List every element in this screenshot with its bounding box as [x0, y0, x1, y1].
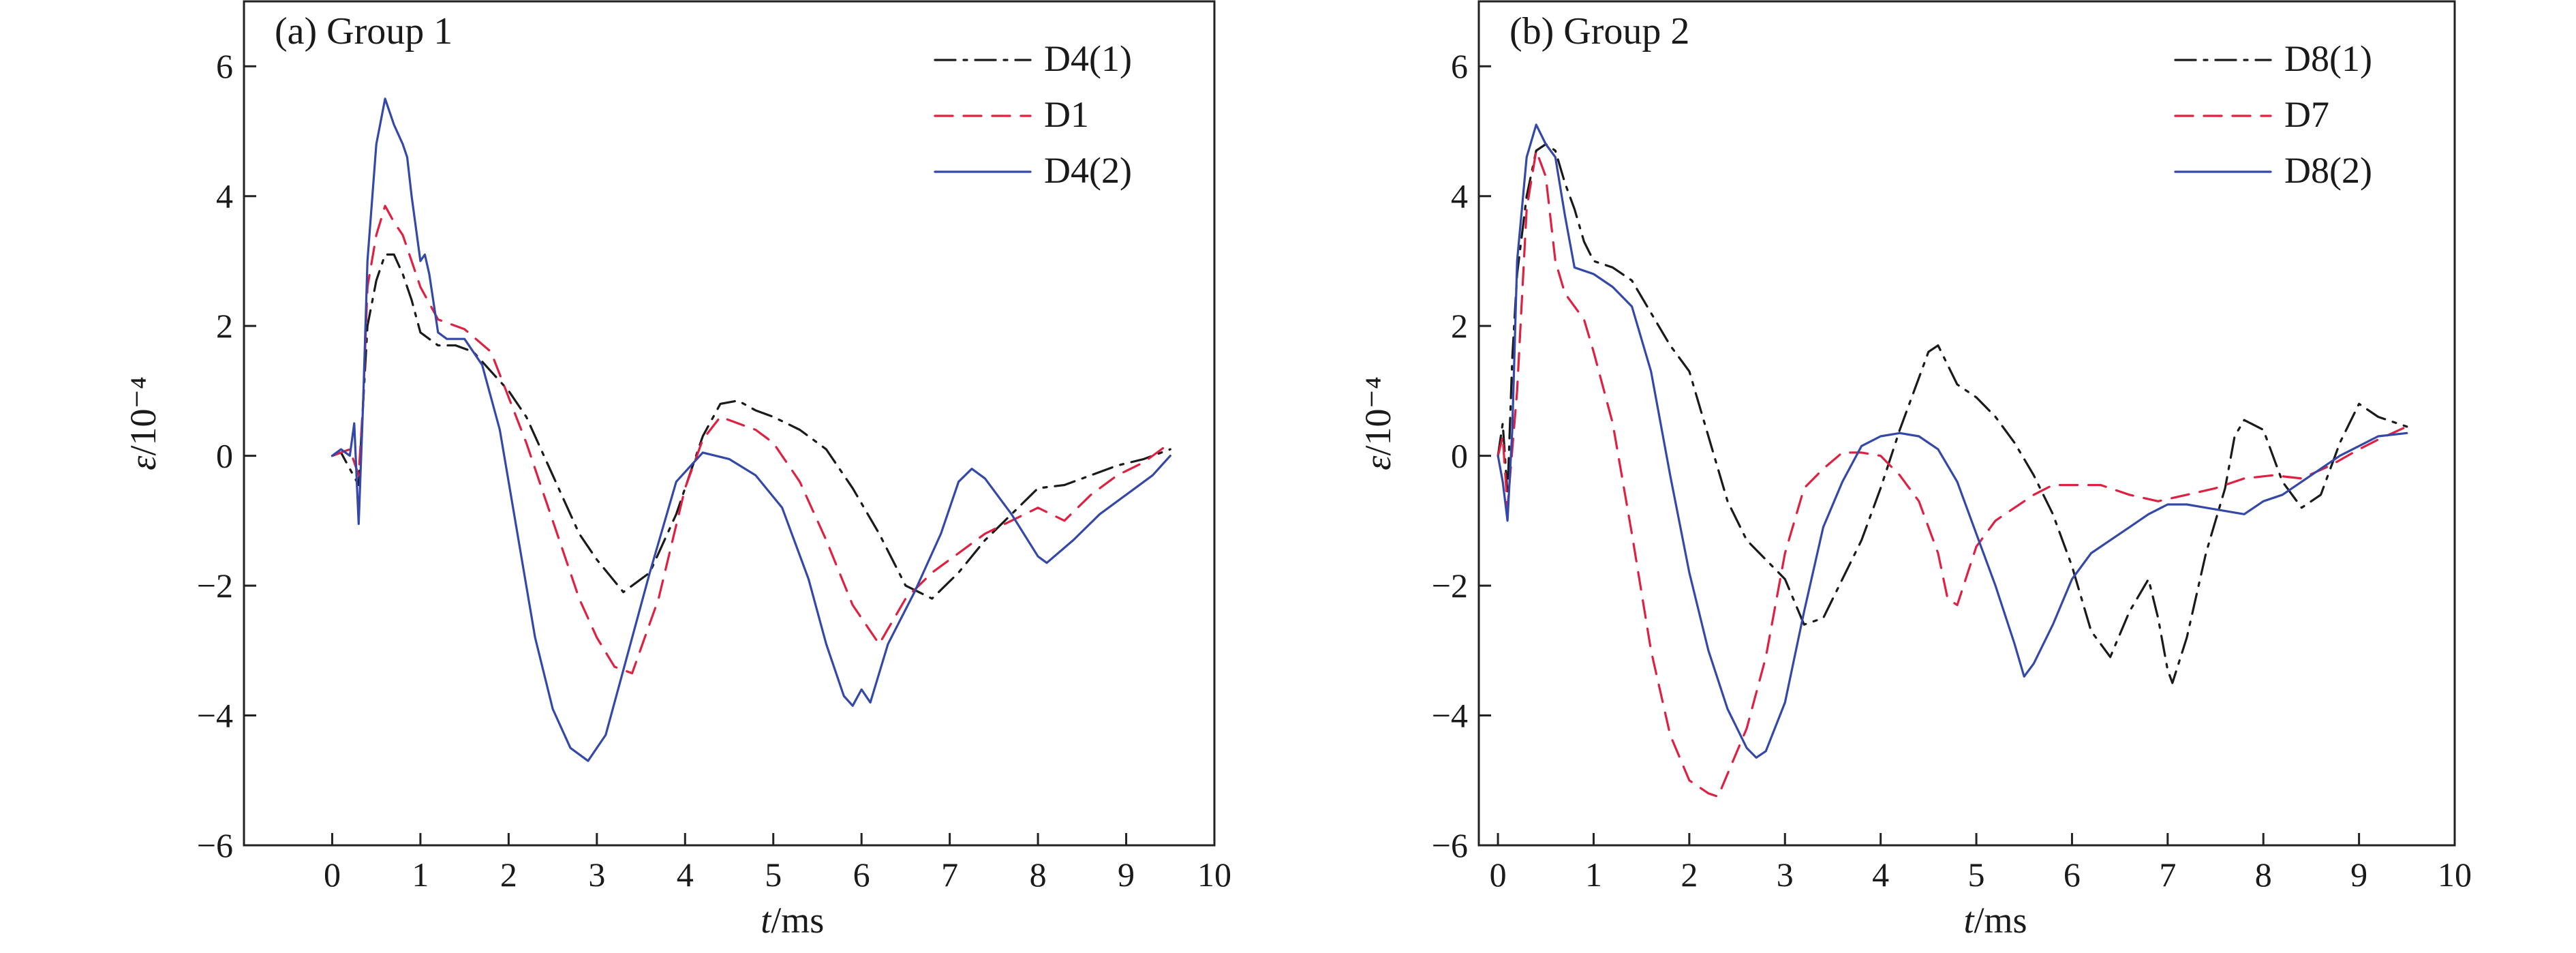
x-tick-label: 9	[2350, 856, 2367, 894]
series-line-d1	[331, 205, 1171, 675]
x-axis-label: t/ms	[1964, 900, 2027, 941]
y-tick-label: 6	[1451, 47, 1468, 85]
y-tick-label: −2	[1432, 566, 1468, 605]
legend-label: D8(2)	[2284, 150, 2372, 191]
y-tick-label: 2	[1451, 307, 1468, 345]
x-tick-label: 8	[1030, 856, 1047, 894]
y-tick-label: 0	[216, 437, 233, 475]
x-axis-label: t/ms	[761, 900, 824, 941]
x-tick-label: 7	[2159, 856, 2176, 894]
x-tick-label: 8	[2255, 856, 2272, 894]
series-line-d8-1	[1497, 142, 2408, 684]
y-tick-label: −6	[1432, 826, 1468, 864]
panel-title: (a) Group 1	[275, 10, 453, 52]
series-line-d8-2	[1497, 123, 2408, 759]
x-tick-label: 3	[1777, 856, 1794, 894]
x-tick-label: 4	[1872, 856, 1889, 894]
x-tick-label: 5	[765, 856, 782, 894]
y-tick-label: 4	[216, 177, 233, 215]
panel-title: (b) Group 2	[1509, 10, 1689, 52]
y-axis-label: ε/10⁻⁴	[123, 376, 164, 470]
x-tick-label: 5	[1968, 856, 1985, 894]
legend-label: D4(2)	[1044, 150, 1132, 191]
x-tick-label: 6	[853, 856, 870, 894]
x-tick-label: 2	[1681, 856, 1698, 894]
y-tick-label: −6	[197, 826, 233, 864]
x-tick-label: 1	[1585, 856, 1602, 894]
x-tick-label: 2	[500, 856, 517, 894]
y-tick-label: −4	[1432, 697, 1468, 735]
x-tick-label: 9	[1118, 856, 1135, 894]
y-tick-label: 4	[1451, 177, 1468, 215]
y-axis-label: ε/10⁻⁴	[1358, 376, 1398, 470]
y-tick-label: 0	[1451, 437, 1468, 475]
plot-frame-b	[1477, 0, 2456, 847]
y-tick-label: 6	[216, 47, 233, 85]
x-tick-label: 10	[2438, 856, 2472, 894]
x-tick-label: 0	[324, 856, 341, 894]
legend-label: D8(1)	[2284, 38, 2372, 79]
y-tick-label: −2	[197, 566, 233, 605]
panel-b: 0 1 2 3 4 5 6 7 8 9 10 −6 −4 −2 0 2 4 6 t/ms ε/10⁻⁴ (b) Grou…	[1358, 0, 2472, 941]
series-line-d4-1	[331, 253, 1171, 600]
x-tick-label: 4	[677, 856, 694, 894]
x-tick-label: 6	[2064, 856, 2081, 894]
x-tick-label: 7	[941, 856, 958, 894]
legend-label: D1	[1044, 94, 1089, 135]
legend-label: D7	[2284, 94, 2329, 135]
y-tick-label: −4	[197, 697, 233, 735]
x-tick-label: 10	[1197, 856, 1231, 894]
panel-a: 0 1 2 3 4 5 6 7 8 9 10 −6 −4 −2 0 2 4 6 t/ms ε/10⁻⁴ (a) Grou…	[123, 0, 1231, 941]
x-tick-label: 3	[588, 856, 605, 894]
plot-frame-a	[243, 0, 1216, 847]
series-line-d4-2	[331, 97, 1171, 762]
x-tick-label: 0	[1490, 856, 1507, 894]
legend-label: D4(1)	[1044, 38, 1132, 79]
x-tick-label: 1	[412, 856, 429, 894]
y-tick-label: 2	[216, 307, 233, 345]
series-line-d7	[1497, 149, 2408, 798]
